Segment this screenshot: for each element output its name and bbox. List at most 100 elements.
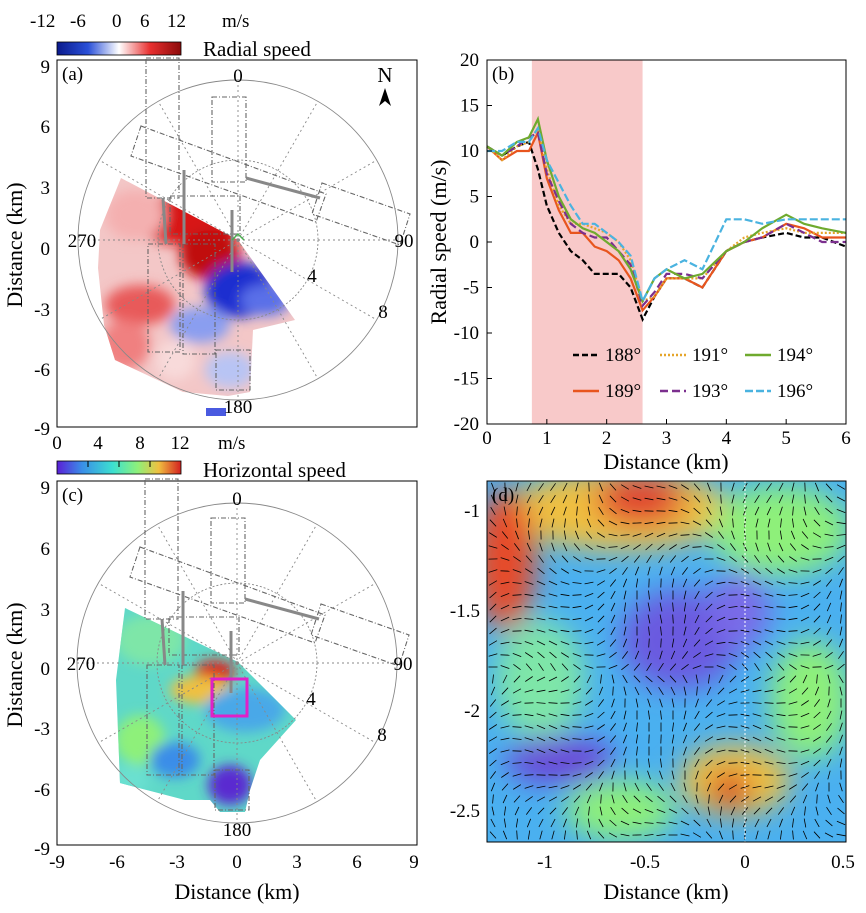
wind-vector [778,542,784,552]
wind-vector [717,687,725,695]
legend-b: 188° 191° 194° 189° 193° 196° [573,345,813,402]
wind-vector [728,726,738,728]
wind-vector [839,578,843,588]
wind-vector [599,806,603,816]
wind-vector [732,518,734,528]
wind-vector [656,822,666,824]
wind-vector [492,794,494,804]
wind-vector [584,760,594,766]
wind-vector [693,507,701,515]
wind-vector [500,629,510,633]
wind-vector [731,482,735,492]
wind-vector [611,674,615,684]
wind-vector [704,545,714,549]
wind-vector [814,686,820,696]
wind-vector [500,616,510,622]
wind-vector [792,518,794,528]
wind-vector [513,675,521,683]
wind-vector [764,617,774,621]
wind-vector [596,736,606,742]
wind-vector [500,725,510,729]
wind-vector [683,758,687,768]
wind-vector [513,556,521,562]
wind-vector [563,530,567,540]
wind-vector [620,534,630,536]
wind-vector [669,544,677,550]
wind-vector [597,591,605,599]
svg-text:0: 0 [233,66,243,87]
wind-vector [573,664,581,670]
wind-vector [634,566,640,576]
wind-vector [816,794,818,804]
wind-vector [563,818,567,828]
wind-vector [550,663,556,671]
wind-vector [564,830,566,840]
wind-vector [489,627,497,635]
wind-vector [489,699,497,707]
wind-vector [609,651,617,659]
wind-vector [536,761,546,765]
wind-vector [764,640,774,646]
wind-vector [503,506,507,516]
wind-vector [716,725,726,729]
wind-vector [779,530,783,540]
wind-vector [538,494,544,504]
wind-vector [671,698,675,708]
wind-vector [598,494,604,504]
wind-vector [599,782,603,792]
wind-vector [515,482,519,492]
cbar-a-unit: m/s [222,11,249,32]
wind-vector [572,642,582,644]
wind-vector [648,638,650,648]
wind-vector [656,834,666,836]
wind-vector [598,482,604,492]
wind-vector [752,593,762,597]
wind-vector [814,494,820,504]
wind-vector [525,663,533,671]
wind-vector [827,794,831,804]
wind-vector [776,641,786,645]
wind-vector [825,639,833,647]
wind-vector [572,605,582,609]
wind-vector [512,701,522,705]
wind-vector [513,795,521,803]
wind-vector [838,674,844,684]
wind-vector [683,590,687,600]
wind-vector [574,806,580,816]
wind-vector [624,602,626,612]
wind-vector [587,818,591,828]
wind-vector [670,650,676,660]
wind-vector [620,509,630,513]
wind-vector [683,614,687,624]
wind-vector [728,642,738,644]
wind-vector [645,675,653,683]
ytick-b-label: 5 [470,187,480,208]
wind-vector [648,590,650,600]
wind-vector [838,794,844,804]
wind-vector [596,532,606,538]
wind-vector [572,714,582,716]
wind-vector [789,675,797,683]
wind-vector [632,533,642,537]
wind-vector [611,770,615,780]
wind-vector [704,748,714,754]
wind-vector [551,830,555,840]
svg-text:8: 8 [377,725,387,746]
wind-vector [597,724,605,730]
wind-vector [752,796,762,802]
wind-vector [515,818,519,828]
wind-vector [752,640,762,646]
wind-vector [648,710,650,720]
wind-vector [682,734,688,744]
polar-labels-a: 0 90 180 270 4 8 [68,66,414,418]
wind-vector [536,676,546,682]
ytick-b-label: -20 [454,414,479,435]
wind-vector [668,821,678,825]
wind-vector [766,818,772,828]
svg-text:-9: -9 [34,419,50,440]
wind-vector [792,506,794,516]
wind-vector [730,806,736,816]
wind-vector [813,627,821,635]
wind-vector [647,698,651,708]
ticks-b: 0 1 2 3 4 5 6 20 15 10 5 0 -5 -10 -15 -20 [454,50,851,449]
